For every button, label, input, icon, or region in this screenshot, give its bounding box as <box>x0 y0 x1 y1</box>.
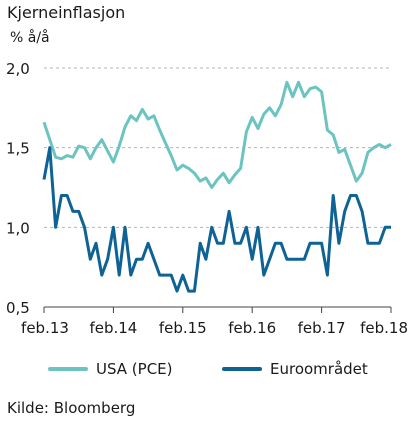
legend-swatch-euro <box>222 367 262 371</box>
chart-title: Kjerneinflasjon <box>7 3 126 22</box>
y-axis-unit: % å/å <box>10 30 50 46</box>
y-tick-label: 0,5 <box>6 299 30 317</box>
x-tick-label: feb.16 <box>228 319 276 337</box>
y-tick-labels: 2,0 1,5 1,0 0,5 <box>6 60 30 317</box>
series-line-euro <box>42 146 391 293</box>
x-tick-labels: feb.13 feb.14 feb.15 feb.16 feb.17 feb.18 <box>21 307 408 337</box>
series-lines <box>42 80 392 293</box>
y-tick-label: 1,0 <box>6 219 30 237</box>
series-line-usa <box>42 80 392 189</box>
legend-label-usa: USA (PCE) <box>96 360 173 378</box>
y-tick-label: 2,0 <box>6 60 30 78</box>
legend-item-usa: USA (PCE) <box>48 360 173 378</box>
x-tick-label: feb.17 <box>298 319 346 337</box>
legend-label-euro: Euroområdet <box>270 360 368 378</box>
x-tick-label: feb.15 <box>159 319 207 337</box>
legend-swatch-usa <box>48 367 88 371</box>
x-tick-label: feb.14 <box>89 319 137 337</box>
source-note: Kilde: Bloomberg <box>7 399 136 417</box>
legend-item-euro: Euroområdet <box>222 360 368 378</box>
gridlines <box>44 67 391 308</box>
x-tick-label: feb.18 <box>360 319 408 337</box>
y-tick-label: 1,5 <box>6 140 30 158</box>
x-tick-label: feb.13 <box>21 319 69 337</box>
